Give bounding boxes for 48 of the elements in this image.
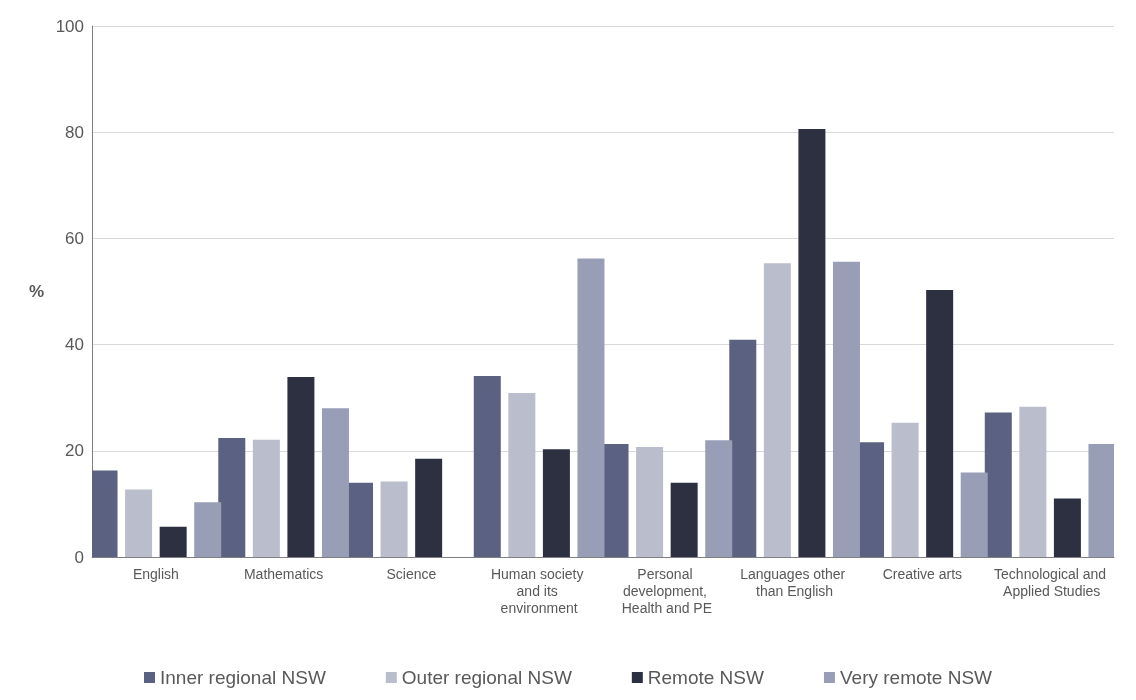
bar	[287, 376, 315, 557]
bar	[670, 482, 698, 557]
bar	[577, 258, 605, 557]
bar	[159, 526, 187, 557]
y-axis-title: %	[28, 282, 44, 301]
bar	[92, 470, 118, 557]
y-tick-label: 80	[65, 122, 84, 142]
y-tick-label: 60	[65, 228, 84, 248]
bar	[798, 129, 826, 557]
bar	[415, 458, 443, 557]
x-tick-label: Human society and its environment	[490, 565, 588, 616]
bar	[891, 422, 919, 557]
bar	[763, 263, 791, 557]
bar	[1088, 443, 1114, 557]
bar	[252, 439, 280, 557]
bar	[542, 449, 570, 557]
bar	[321, 408, 349, 557]
x-tick-label: Mathematics	[243, 565, 324, 582]
x-tick-label: Personal development, Health and PE	[621, 565, 713, 616]
legend-label: Inner regional NSW	[160, 667, 326, 688]
bar	[218, 438, 246, 557]
bar	[960, 472, 988, 557]
legend-label: Remote NSW	[647, 667, 765, 688]
x-tick-label: Languages other than English	[740, 565, 850, 599]
x-tick-label: Science	[386, 565, 437, 582]
bar	[194, 502, 222, 557]
bar	[601, 443, 629, 557]
x-tick-label: Creative arts	[882, 565, 963, 582]
y-tick-label: 20	[65, 441, 84, 461]
bar	[1019, 406, 1047, 557]
bar	[636, 447, 664, 557]
legend-label: Very remote NSW	[839, 667, 993, 688]
bar	[1053, 498, 1081, 557]
y-tick-label: 100	[55, 16, 84, 36]
bar	[832, 261, 860, 557]
bar	[380, 481, 408, 557]
bar	[705, 440, 733, 557]
bar	[473, 375, 501, 557]
y-tick-label: 0	[74, 547, 84, 567]
bar	[729, 339, 757, 557]
x-tick-label: English	[132, 565, 179, 582]
bar	[984, 412, 1012, 557]
bar	[508, 392, 536, 557]
legend-label: Outer regional NSW	[401, 667, 572, 688]
bar	[125, 489, 153, 557]
y-tick-label: 40	[65, 335, 84, 355]
x-tick-label: Technological and Applied Studies	[994, 565, 1107, 599]
bar	[926, 289, 954, 557]
